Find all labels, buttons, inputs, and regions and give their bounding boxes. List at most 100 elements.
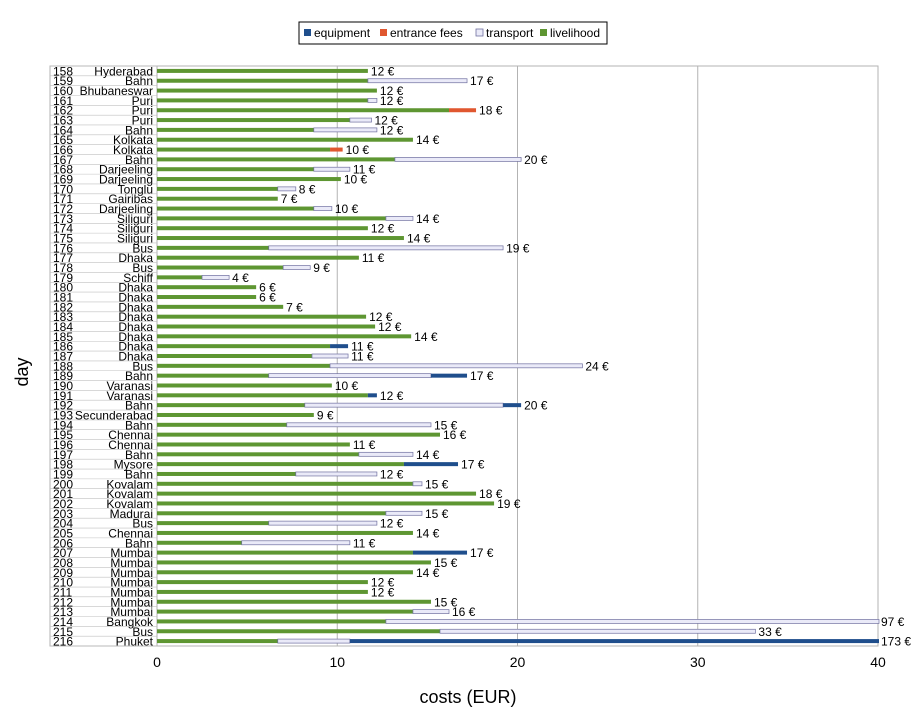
bar-transport xyxy=(329,363,583,369)
value-label: 17 € xyxy=(461,458,485,472)
value-label: 15 € xyxy=(434,418,458,432)
bar-transport xyxy=(367,98,378,103)
x-tick-label: 0 xyxy=(153,654,161,670)
value-label: 12 € xyxy=(380,123,404,137)
bar-livelihood xyxy=(157,147,331,152)
place-label: Tonglu xyxy=(118,182,153,196)
day-label: 190 xyxy=(53,379,73,393)
bar-equipment xyxy=(503,403,522,408)
place-label: Puri xyxy=(132,114,153,128)
value-label: 15 € xyxy=(434,556,458,570)
day-label: 197 xyxy=(53,448,73,462)
legend-swatch-equipment xyxy=(304,29,311,36)
bar-transport xyxy=(277,186,297,192)
value-label: 12 € xyxy=(380,467,404,481)
place-label: Bus xyxy=(132,241,153,255)
value-label: 12 € xyxy=(369,310,393,324)
bar-livelihood xyxy=(157,285,257,290)
value-label: 15 € xyxy=(425,477,449,491)
bar-livelihood xyxy=(157,255,359,260)
value-label: 7 € xyxy=(281,192,298,206)
day-label: 189 xyxy=(53,369,73,383)
value-label: 17 € xyxy=(470,74,494,88)
bar-livelihood xyxy=(157,383,332,388)
place-label: Dhaka xyxy=(118,281,153,295)
value-label: 11 € xyxy=(362,251,385,265)
value-label: 16 € xyxy=(452,605,476,619)
place-label: Dhaka xyxy=(118,330,153,344)
value-label: 12 € xyxy=(378,320,402,334)
bar-livelihood xyxy=(157,589,368,594)
bar-livelihood xyxy=(157,78,368,83)
place-label: Bus xyxy=(132,359,153,373)
day-label: 175 xyxy=(53,232,73,246)
bar-livelihood xyxy=(157,530,413,535)
day-label: 170 xyxy=(53,182,73,196)
place-label: Gairibas xyxy=(108,192,153,206)
day-label: 212 xyxy=(53,595,73,609)
legend-label: entrance fees xyxy=(390,26,463,40)
place-label: Bahn xyxy=(125,536,153,550)
place-label: Siliguri xyxy=(117,222,153,236)
bar-livelihood xyxy=(157,550,413,555)
value-label: 33 € xyxy=(758,625,782,639)
place-label: Bangkok xyxy=(106,615,154,629)
y-axis-labels: 158 Hyderabad 159 Bahn 160 Bhubaneswar 161 Puri… xyxy=(53,64,154,648)
bar-transport xyxy=(282,265,311,270)
place-label: Dhaka xyxy=(118,251,153,265)
bar-transport xyxy=(313,166,351,172)
legend-label: equipment xyxy=(314,26,371,40)
value-label: 14 € xyxy=(416,448,440,462)
day-label: 167 xyxy=(53,153,73,167)
value-label: 14 € xyxy=(416,212,440,226)
day-label: 195 xyxy=(53,428,73,442)
x-tick-label: 20 xyxy=(510,654,526,670)
day-label: 160 xyxy=(53,84,73,98)
value-label: 14 € xyxy=(407,232,431,246)
day-label: 165 xyxy=(53,133,73,147)
day-label: 183 xyxy=(53,310,73,324)
bar-transport xyxy=(201,275,230,280)
day-label: 180 xyxy=(53,281,73,295)
place-label: Mumbai xyxy=(110,566,153,580)
bar-livelihood xyxy=(157,127,314,132)
day-label: 215 xyxy=(53,625,73,639)
value-label: 20 € xyxy=(524,153,548,167)
place-label: Siliguri xyxy=(117,232,153,246)
value-label: 12 € xyxy=(371,576,395,590)
place-label: Bus xyxy=(132,517,153,531)
bar-livelihood xyxy=(157,108,450,113)
place-label: Dhaka xyxy=(118,310,153,324)
day-label: 161 xyxy=(53,94,73,108)
day-label: 199 xyxy=(53,467,73,481)
bar-livelihood xyxy=(157,639,278,644)
day-label: 181 xyxy=(53,291,73,305)
bar-transport xyxy=(394,157,522,162)
day-label: 204 xyxy=(53,517,73,531)
day-label: 211 xyxy=(53,585,72,599)
value-label: 14 € xyxy=(416,133,440,147)
value-label: 8 € xyxy=(299,182,316,196)
bar-transport xyxy=(367,78,468,84)
bar-transport xyxy=(311,353,349,359)
day-label: 206 xyxy=(53,536,73,550)
bar-livelihood xyxy=(157,412,314,417)
place-label: Bahn xyxy=(125,153,153,167)
bars xyxy=(157,68,880,644)
value-label: 14 € xyxy=(414,330,438,344)
day-label: 158 xyxy=(53,64,73,78)
day-label: 184 xyxy=(53,320,73,334)
value-label: 12 € xyxy=(371,585,395,599)
place-label: Bahn xyxy=(125,74,153,88)
bar-livelihood xyxy=(157,334,412,339)
value-labels: 12 €17 €12 €12 €18 €12 €12 €14 €10 €20 €… xyxy=(232,64,911,648)
value-label: 10 € xyxy=(344,173,368,187)
day-label: 216 xyxy=(53,635,73,649)
place-label: Chennai xyxy=(108,526,153,540)
bar-equipment xyxy=(403,462,459,467)
bar-livelihood xyxy=(157,373,269,378)
bar-livelihood xyxy=(157,177,341,182)
bar-livelihood xyxy=(157,226,368,231)
day-label: 210 xyxy=(53,576,73,590)
